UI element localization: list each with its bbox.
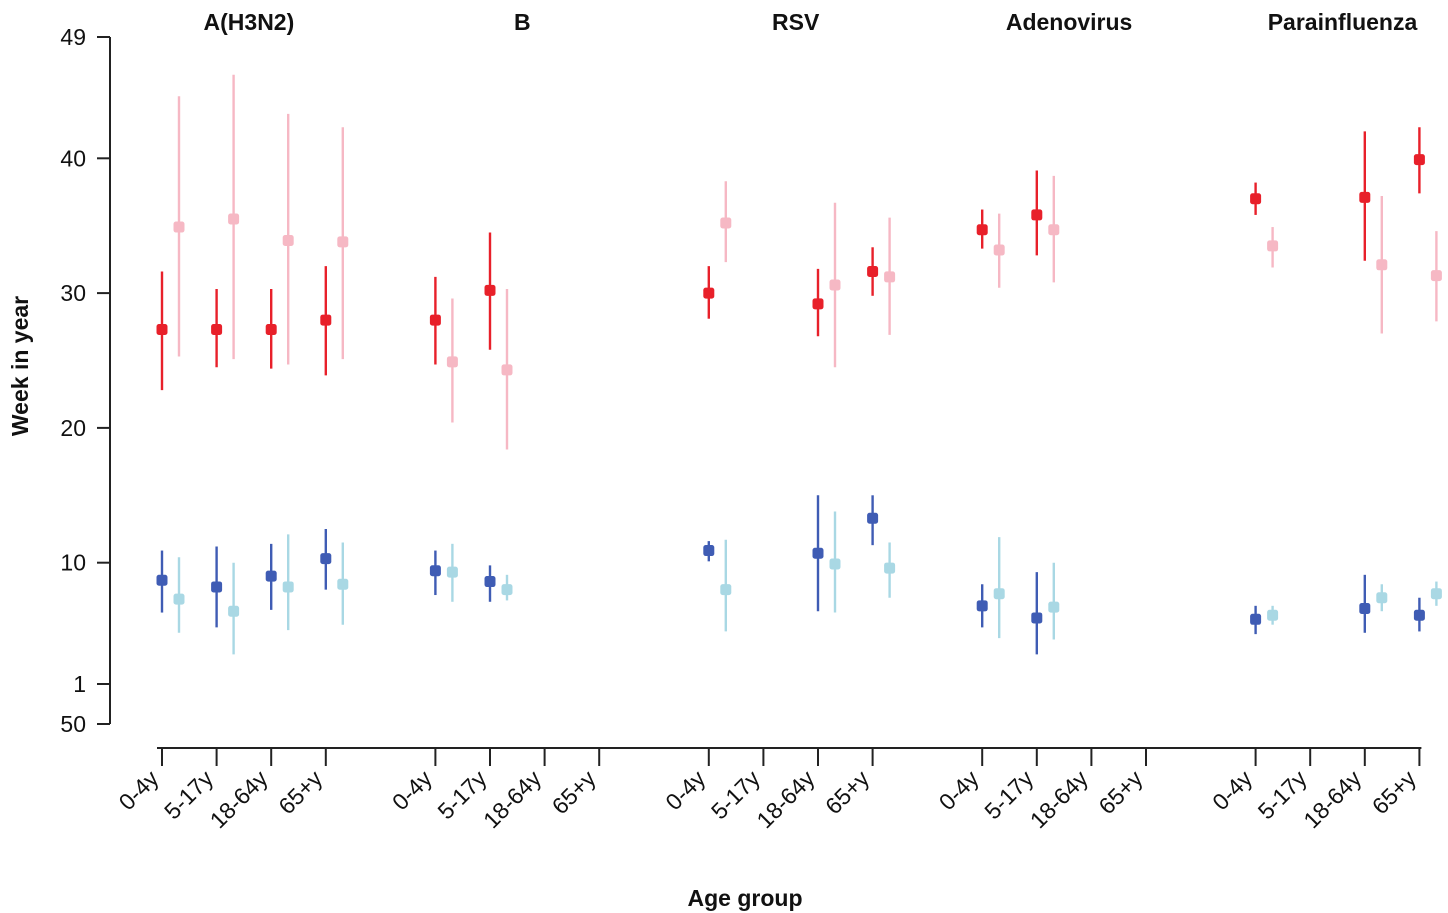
data-point bbox=[703, 545, 715, 557]
data-point bbox=[1031, 612, 1043, 624]
data-point bbox=[1430, 270, 1442, 282]
data-point bbox=[1250, 613, 1262, 625]
data-point bbox=[1359, 603, 1371, 615]
data-point bbox=[703, 287, 715, 299]
y-tick-label: 40 bbox=[60, 145, 86, 171]
x-tick-label: 0-4y bbox=[114, 765, 164, 815]
data-marks bbox=[156, 74, 1442, 655]
y-tick-label: 1 bbox=[73, 671, 86, 697]
y-axis-title: Week in year bbox=[7, 296, 33, 436]
panel-title: B bbox=[514, 9, 531, 35]
data-point bbox=[1267, 609, 1279, 621]
data-point bbox=[1376, 592, 1388, 604]
x-tick-label: 18-64y bbox=[478, 765, 546, 833]
data-point bbox=[867, 512, 879, 524]
data-point bbox=[976, 224, 988, 236]
x-axis-title: Age group bbox=[688, 885, 803, 911]
data-point bbox=[173, 593, 185, 605]
data-point bbox=[1430, 588, 1442, 600]
data-point bbox=[1250, 193, 1262, 205]
x-tick-label: 65+y bbox=[547, 765, 601, 819]
panel-title: Parainfluenza bbox=[1268, 9, 1418, 35]
data-point bbox=[812, 298, 824, 310]
data-point bbox=[429, 314, 441, 326]
data-point bbox=[501, 364, 513, 376]
y-tick-label: 50 bbox=[60, 711, 86, 737]
y-tick-label: 20 bbox=[60, 415, 86, 441]
data-point bbox=[720, 584, 732, 596]
data-point bbox=[265, 570, 277, 582]
x-tick-label: 0-4y bbox=[660, 765, 710, 815]
x-tick-label: 65+y bbox=[1093, 765, 1147, 819]
data-point bbox=[1031, 209, 1043, 221]
data-point bbox=[993, 244, 1005, 256]
data-point bbox=[429, 565, 441, 577]
data-point bbox=[156, 574, 168, 586]
data-point bbox=[446, 356, 458, 368]
data-point bbox=[337, 236, 349, 248]
data-point bbox=[501, 584, 513, 596]
y-tick-label: 49 bbox=[60, 24, 86, 50]
panel-titles: A(H3N2) B RSV Adenovirus Parainfluenza bbox=[204, 9, 1418, 35]
data-point bbox=[320, 314, 332, 326]
data-point bbox=[1267, 240, 1279, 252]
x-tick-label: 65+y bbox=[273, 765, 327, 819]
data-point bbox=[228, 213, 240, 225]
data-point bbox=[265, 323, 277, 335]
data-point bbox=[320, 553, 332, 565]
data-point bbox=[720, 217, 732, 229]
x-tick-label: 65+y bbox=[820, 765, 874, 819]
data-point bbox=[829, 279, 841, 291]
data-point bbox=[211, 323, 223, 335]
x-tick-label: 0-4y bbox=[1207, 765, 1257, 815]
x-tick-label: 0-4y bbox=[387, 765, 437, 815]
panel-title: A(H3N2) bbox=[204, 9, 295, 35]
data-point bbox=[156, 323, 168, 335]
data-point bbox=[1376, 259, 1388, 271]
data-point bbox=[976, 600, 988, 612]
data-point bbox=[337, 578, 349, 590]
data-point bbox=[484, 576, 496, 588]
data-point bbox=[1413, 609, 1425, 621]
x-tick-label: 0-4y bbox=[934, 765, 984, 815]
x-tick-label: 18-64y bbox=[1025, 765, 1093, 833]
data-point bbox=[282, 581, 294, 593]
y-tick-label: 30 bbox=[60, 280, 86, 306]
x-tick-label: 18-64y bbox=[751, 765, 819, 833]
data-point bbox=[173, 221, 185, 233]
data-point bbox=[867, 266, 879, 278]
data-point bbox=[1359, 191, 1371, 203]
data-point bbox=[1413, 154, 1425, 166]
data-point bbox=[282, 235, 294, 247]
y-axis: 49 40 30 20 10 1 50 bbox=[60, 24, 111, 737]
y-tick-label: 10 bbox=[60, 550, 86, 576]
data-point bbox=[1048, 601, 1060, 613]
data-point bbox=[829, 558, 841, 570]
data-point bbox=[812, 547, 824, 559]
data-point bbox=[993, 588, 1005, 600]
x-tick-label: 18-64y bbox=[205, 765, 273, 833]
x-tick-label: 18-64y bbox=[1298, 765, 1366, 833]
x-tick-label: 65+y bbox=[1367, 765, 1421, 819]
data-point bbox=[884, 271, 896, 283]
panel-title: RSV bbox=[772, 9, 820, 35]
data-point bbox=[228, 605, 240, 617]
data-point bbox=[211, 581, 223, 593]
panel-title: Adenovirus bbox=[1006, 9, 1133, 35]
data-point bbox=[884, 562, 896, 574]
data-point bbox=[1048, 224, 1060, 236]
data-point bbox=[446, 566, 458, 578]
data-point bbox=[484, 284, 496, 296]
